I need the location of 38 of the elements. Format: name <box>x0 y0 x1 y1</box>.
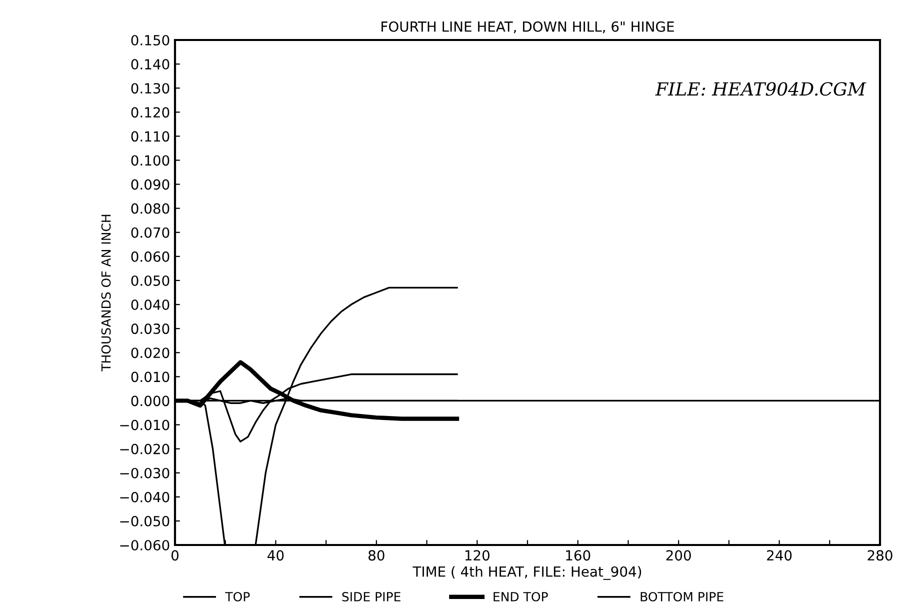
y-tick-label: 0.140 <box>131 59 170 70</box>
x-tick-label: 80 <box>368 550 384 561</box>
legend-label: BOTTOM PIPE <box>640 592 724 602</box>
y-tick-label: 0.090 <box>131 179 170 190</box>
y-tick-label: 0.070 <box>131 227 170 238</box>
legend-label: SIDE PIPE <box>342 592 400 602</box>
y-tick-label: −0.020 <box>120 444 170 454</box>
x-tick-label: 120 <box>465 550 490 561</box>
x-tick-label: 280 <box>868 550 892 561</box>
y-tick-label: −0.040 <box>120 492 170 502</box>
y-tick-label: −0.010 <box>120 420 170 430</box>
y-tick-label: −0.030 <box>120 468 170 478</box>
annotation: FILE: HEAT904D.CGM <box>655 82 866 96</box>
y-tick-label: 0.000 <box>131 396 170 406</box>
legend-label: TOP <box>225 592 250 602</box>
x-tick-label: 160 <box>566 550 590 561</box>
y-tick-label: 0.120 <box>131 107 170 118</box>
y-tick-label: 0.110 <box>131 131 170 142</box>
x-tick-label: 40 <box>268 550 284 561</box>
y-tick-label: 0.040 <box>131 299 170 310</box>
y-tick-label: −0.050 <box>120 516 170 526</box>
x-tick-label: 0 <box>171 550 178 561</box>
chart-title: FOURTH LINE HEAT, DOWN HILL, 6" HINGE <box>382 21 674 34</box>
y-tick-label: 0.050 <box>131 275 170 286</box>
y-tick-label: 0.030 <box>131 324 170 334</box>
x-tick-label: 240 <box>767 550 792 561</box>
legend-label: END TOP <box>494 592 548 602</box>
x-tick-label: 200 <box>666 550 691 561</box>
y-tick-label: 0.100 <box>131 155 170 166</box>
y-tick-label: 0.130 <box>131 83 170 94</box>
y-tick-label: 0.010 <box>131 372 170 382</box>
y-tick-label: 0.020 <box>131 348 170 358</box>
x-axis-title: TIME ( 4th HEAT, FILE: Heat_904) <box>412 566 642 580</box>
y-tick-label: 0.080 <box>131 203 170 214</box>
y-tick-label: −0.060 <box>120 540 170 550</box>
y-tick-label: 0.150 <box>131 34 170 46</box>
y-axis-title: THOUSANDS OF AN INCH <box>101 214 111 372</box>
y-tick-label: 0.060 <box>131 251 170 262</box>
